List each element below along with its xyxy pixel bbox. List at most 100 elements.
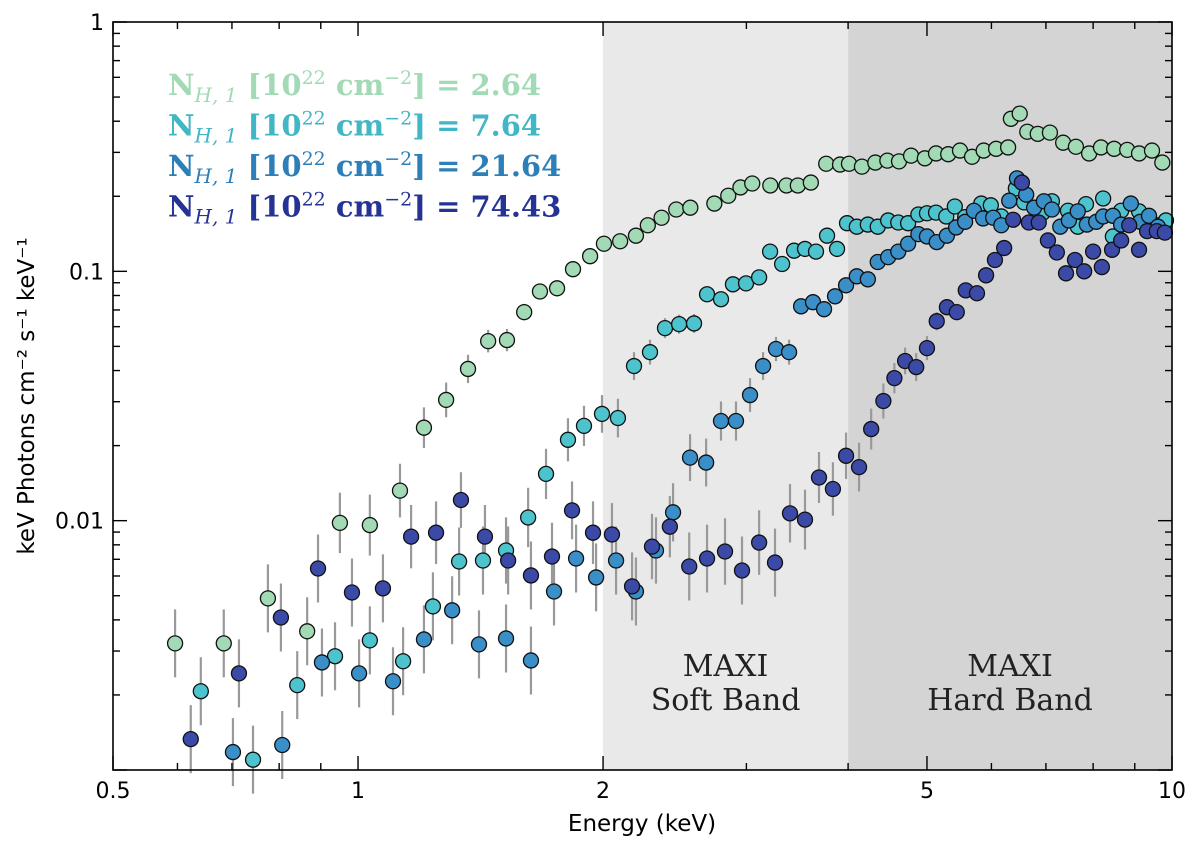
legend-text: cm	[326, 109, 385, 143]
data-point	[1067, 138, 1085, 155]
legend-entry: NH, 1 [1022 cm−2] = 7.64	[168, 108, 541, 148]
data-point	[807, 243, 825, 260]
data-points	[166, 105, 1175, 768]
data-point	[639, 217, 656, 234]
data-point	[519, 509, 537, 526]
data-point	[720, 187, 737, 204]
legend-superscript: 22	[302, 67, 326, 89]
legend-text: ] =	[412, 109, 470, 143]
legend-text: ] =	[412, 190, 470, 224]
data-point	[837, 447, 855, 464]
band-label: MAXI	[683, 649, 769, 684]
legend-text: cm	[326, 68, 385, 102]
legend-superscript: 22	[302, 189, 326, 211]
data-point	[531, 283, 549, 300]
x-tick-label: 0.5	[96, 779, 131, 804]
data-point	[837, 277, 855, 294]
data-point	[272, 609, 290, 626]
data-point	[361, 516, 378, 534]
legend-entry: NH, 1 [1022 cm−2] = 2.64	[168, 67, 541, 107]
data-point	[1048, 244, 1066, 261]
legend-text: [10	[237, 190, 301, 224]
legend-subscript: H, 1	[194, 205, 238, 229]
data-point	[824, 480, 842, 498]
data-point	[661, 518, 679, 535]
data-point	[1001, 192, 1018, 209]
data-point	[581, 248, 599, 265]
data-point	[828, 240, 846, 258]
x-tick-label: 2	[596, 779, 610, 804]
data-point	[289, 676, 306, 694]
data-point	[1041, 124, 1059, 141]
data-point	[274, 736, 291, 754]
data-point	[698, 550, 716, 567]
legend-symbol: N	[168, 68, 195, 102]
legend-text: [10	[237, 149, 301, 183]
data-point	[543, 548, 561, 565]
data-point	[545, 583, 563, 600]
legend-text: cm	[326, 149, 385, 183]
data-point	[609, 409, 627, 427]
data-point	[459, 360, 477, 378]
data-point	[244, 751, 262, 768]
data-point	[754, 357, 772, 375]
data-point	[607, 552, 625, 569]
data-point	[859, 271, 877, 288]
data-point	[522, 567, 540, 584]
x-tick-label: 10	[1158, 779, 1186, 804]
legend-entry: NH, 1 [1022 cm−2] = 74.43	[168, 189, 561, 229]
data-point	[1076, 263, 1093, 280]
data-point	[698, 286, 716, 303]
data-point	[1130, 241, 1148, 258]
y-axis-label: keV Photons cm⁻² s⁻¹ keV⁻¹	[14, 237, 40, 554]
data-point	[773, 255, 791, 273]
legend-value: 74.43	[470, 190, 561, 224]
data-point	[450, 553, 468, 570]
data-point	[611, 233, 629, 250]
data-point	[499, 552, 517, 569]
data-point	[1121, 217, 1138, 234]
data-point	[996, 239, 1013, 257]
data-point	[641, 344, 659, 361]
legend-text: [10	[237, 109, 301, 143]
data-point	[575, 417, 593, 435]
data-point	[1066, 251, 1084, 269]
data-point	[853, 158, 871, 175]
legend-superscript: 22	[302, 108, 326, 130]
data-point	[595, 235, 613, 252]
data-point	[796, 511, 814, 528]
data-point	[559, 431, 577, 448]
data-point	[668, 201, 685, 218]
data-point	[750, 269, 768, 286]
data-point	[750, 534, 768, 551]
data-point	[497, 630, 515, 647]
data-point	[326, 648, 344, 665]
data-point	[1057, 265, 1075, 282]
data-point	[623, 578, 641, 595]
data-point	[476, 528, 494, 545]
data-point	[1069, 203, 1086, 220]
data-point	[437, 391, 455, 409]
data-point	[956, 213, 974, 230]
data-point	[309, 560, 327, 577]
data-point	[781, 505, 799, 522]
data-point	[1084, 243, 1102, 260]
band-region	[603, 22, 849, 770]
data-point	[625, 357, 643, 375]
data-point	[928, 313, 945, 330]
data-point	[584, 524, 602, 541]
data-point	[886, 369, 903, 387]
data-point	[224, 743, 242, 761]
data-point	[741, 386, 759, 404]
data-point	[946, 198, 963, 215]
data-point	[744, 175, 761, 192]
data-point	[343, 584, 361, 601]
data-point	[681, 449, 699, 466]
data-point	[313, 654, 331, 671]
data-point	[259, 590, 277, 607]
x-tick-label: 1	[351, 779, 365, 804]
data-point	[656, 319, 674, 337]
data-point	[712, 412, 730, 430]
data-point	[516, 303, 533, 321]
